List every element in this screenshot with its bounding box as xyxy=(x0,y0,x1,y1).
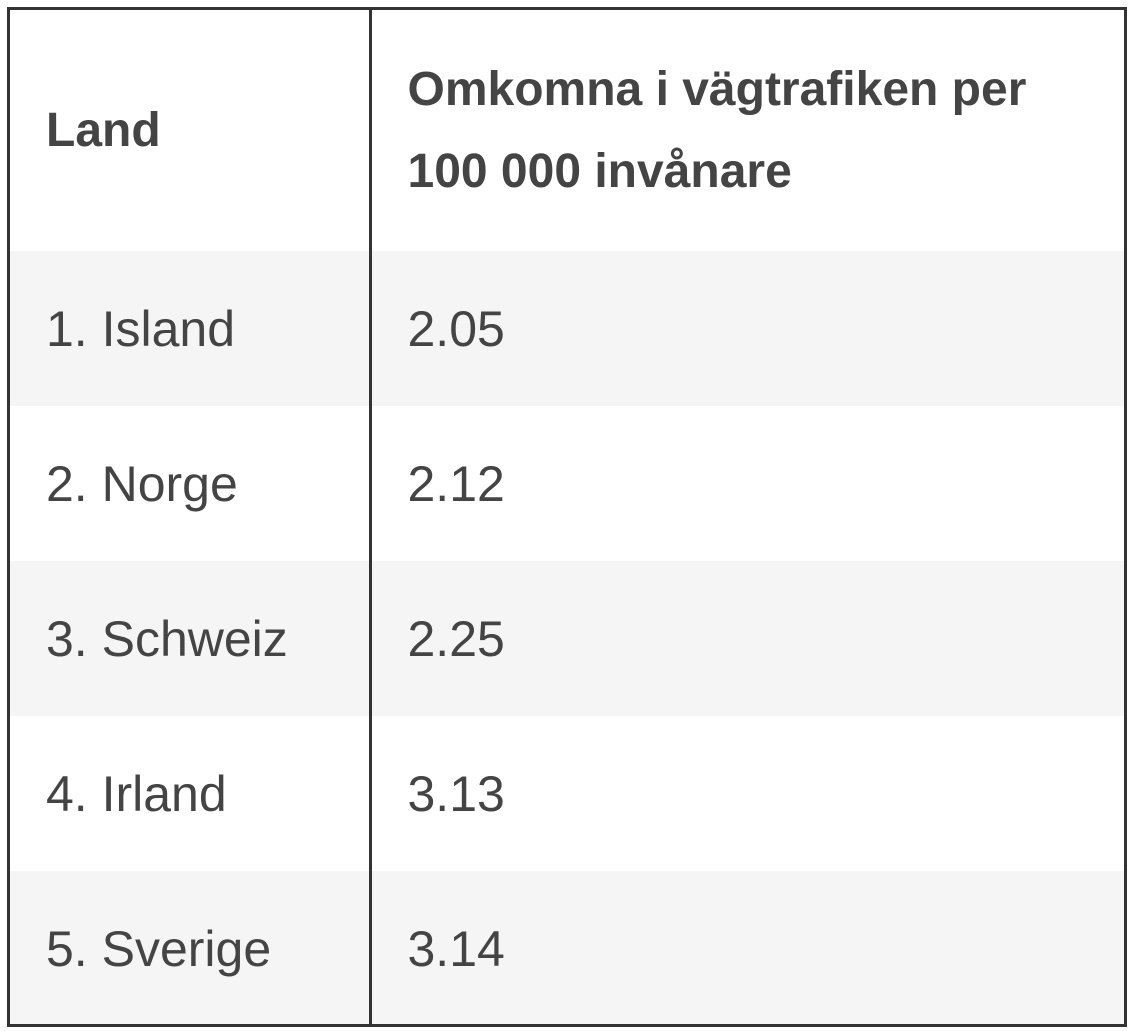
country-cell: 5. Sverige xyxy=(10,871,372,1024)
table-row: 3. Schweiz 2.25 xyxy=(10,561,1124,716)
table-row: 1. Island 2.05 xyxy=(10,251,1124,406)
table-body: 1. Island 2.05 2. Norge 2.12 3. Schweiz 2.25 4… xyxy=(10,251,1124,1024)
country-cell: 4. Irland xyxy=(10,716,372,871)
table-frame: Land Omkomna i vägtrafiken per 100 000 i… xyxy=(7,7,1127,1027)
table-row: 5. Sverige 3.14 xyxy=(10,871,1124,1024)
country-cell: 2. Norge xyxy=(10,406,372,561)
country-cell: 1. Island xyxy=(10,251,372,406)
table-row: 4. Irland 3.13 xyxy=(10,716,1124,871)
table-head: Land Omkomna i vägtrafiken per 100 000 i… xyxy=(10,10,1124,251)
value-cell: 3.13 xyxy=(407,765,505,822)
value-cell: 2.05 xyxy=(370,251,1124,406)
country-cell: 3. Schweiz xyxy=(10,561,372,716)
value-cell: 2.25 xyxy=(370,561,1124,716)
value-cell: 2.12 xyxy=(407,455,505,512)
table-row: 2. Norge 2.12 xyxy=(10,406,1124,561)
header-cell: Omkomna i vägtrafiken per 100 000 invåna… xyxy=(407,62,1027,198)
header-cell: Land xyxy=(10,10,372,251)
table: Land Omkomna i vägtrafiken per 100 000 i… xyxy=(10,10,1124,1024)
value-cell: 3.14 xyxy=(370,871,1124,1024)
header-row: Land Omkomna i vägtrafiken per 100 000 i… xyxy=(10,10,1124,251)
